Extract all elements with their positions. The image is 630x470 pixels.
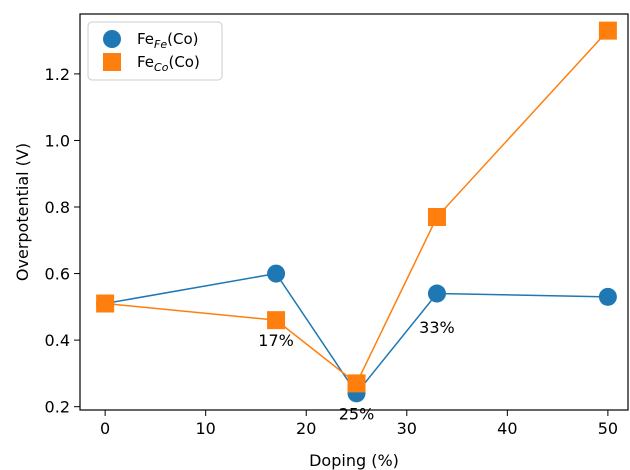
x-tick-label: 20 xyxy=(296,419,316,438)
legend-marker-square xyxy=(103,53,121,71)
annotation-label: 25% xyxy=(339,404,375,423)
x-tick-label: 30 xyxy=(397,419,417,438)
legend-entry-0: FeFe(Co) xyxy=(137,30,199,51)
x-axis-label: Doping (%) xyxy=(309,451,399,470)
legend-entry-1: FeCo(Co) xyxy=(137,53,200,74)
y-tick-label: 0.8 xyxy=(45,198,70,217)
y-tick-label: 0.2 xyxy=(45,398,70,417)
annotations: 17% 25% 33% xyxy=(258,318,454,424)
series-0-point xyxy=(427,284,446,303)
legend-box xyxy=(87,21,223,81)
axis-ticks: 0 10 20 30 40 50 0.2 0.4 0.6 0.8 1.0 1.2 xyxy=(45,65,619,438)
series-1-point xyxy=(267,311,286,330)
annotation-label: 33% xyxy=(419,318,455,337)
y-tick-label: 0.4 xyxy=(45,331,70,350)
annotation-label: 17% xyxy=(258,331,294,350)
x-tick-label: 10 xyxy=(196,419,216,438)
series-1-point xyxy=(347,374,366,393)
series-1-point xyxy=(96,294,115,313)
series-0-point xyxy=(598,287,617,306)
series-1-point xyxy=(427,207,446,226)
legend: FeFe(Co) FeCo(Co) xyxy=(87,21,223,81)
y-tick-label: 0.6 xyxy=(45,265,70,284)
legend-marker-circle xyxy=(103,30,121,48)
y-tick-label: 1.0 xyxy=(45,131,70,150)
x-tick-label: 50 xyxy=(598,419,618,438)
y-axis-label: Overpotential (V) xyxy=(13,143,32,281)
plot-area-frame xyxy=(79,13,629,411)
series-0-point xyxy=(267,264,286,283)
series-markers xyxy=(96,21,617,403)
x-tick-label: 40 xyxy=(497,419,517,438)
y-tick-label: 1.2 xyxy=(45,65,70,84)
series-1-point xyxy=(598,21,617,40)
x-tick-label: 0 xyxy=(100,419,110,438)
